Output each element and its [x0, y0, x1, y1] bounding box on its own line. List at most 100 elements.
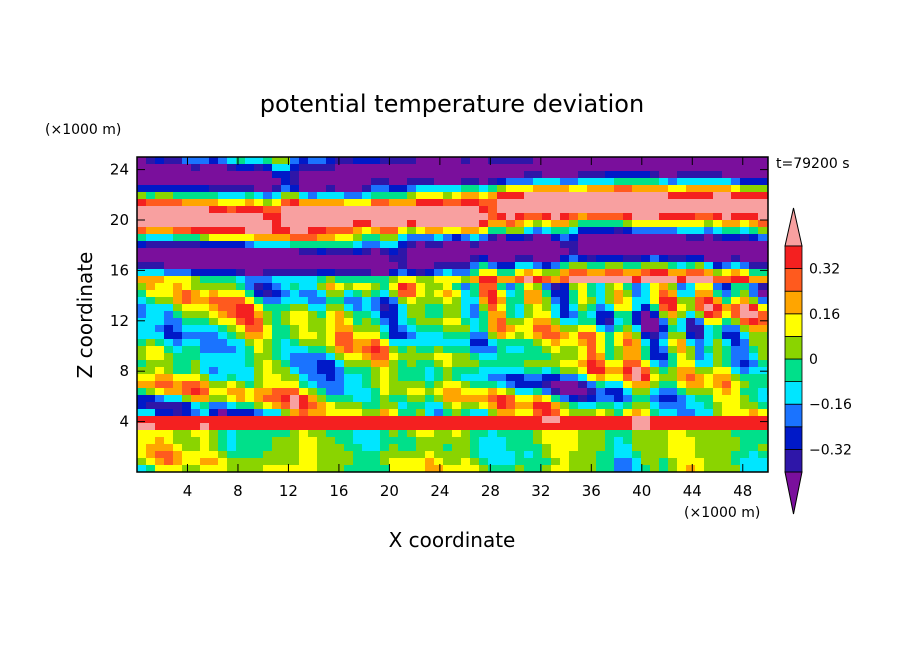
heatmap-cell [398, 374, 408, 382]
heatmap-cell [551, 220, 561, 228]
heatmap-cell [551, 367, 561, 375]
heatmap-cell [740, 269, 750, 277]
heatmap-cell [200, 171, 210, 179]
heatmap-cell [416, 318, 426, 326]
heatmap-cell [389, 374, 399, 382]
heatmap-cell [425, 178, 435, 186]
heatmap-cell [713, 381, 723, 389]
heatmap-cell [254, 248, 264, 256]
heatmap-cell [551, 304, 561, 312]
heatmap-cell [299, 367, 309, 375]
heatmap-cell [704, 269, 714, 277]
heatmap-cell [659, 395, 669, 403]
heatmap-cell [623, 206, 633, 214]
heatmap-cell [641, 269, 651, 277]
heatmap-cell [569, 192, 579, 200]
heatmap-cell [155, 346, 165, 354]
heatmap-cell [659, 171, 669, 179]
heatmap-cell [362, 269, 372, 277]
heatmap-cell [407, 451, 417, 459]
heatmap-cell [668, 437, 678, 445]
heatmap-cell [209, 157, 219, 165]
heatmap-cell [605, 234, 615, 242]
heatmap-cell [497, 164, 507, 172]
colorbar-band [784, 403, 803, 428]
heatmap-cell [542, 185, 552, 193]
heatmap-cell [551, 199, 561, 207]
heatmap-cell [425, 451, 435, 459]
heatmap-cell [740, 192, 750, 200]
heatmap-cell [353, 157, 363, 165]
heatmap-cell [245, 283, 255, 291]
heatmap-cell [155, 171, 165, 179]
heatmap-cell [488, 416, 498, 424]
heatmap-cell [164, 178, 174, 186]
heatmap-cell [470, 192, 480, 200]
heatmap-cell [308, 290, 318, 298]
heatmap-cell [362, 276, 372, 284]
heatmap-cell [740, 178, 750, 186]
heatmap-cell [182, 395, 192, 403]
heatmap-cell [245, 269, 255, 277]
heatmap-cell [569, 283, 579, 291]
heatmap-cell [173, 360, 183, 368]
heatmap-cell [461, 192, 471, 200]
heatmap-cell [425, 213, 435, 221]
heatmap-cell [254, 157, 264, 165]
heatmap-cell [497, 374, 507, 382]
heatmap-cell [524, 297, 534, 305]
heatmap-cell [218, 339, 228, 347]
heatmap-cell [389, 283, 399, 291]
heatmap-cell [749, 234, 759, 242]
heatmap-cell [542, 283, 552, 291]
heatmap-cell [551, 283, 561, 291]
heatmap-cell [317, 297, 327, 305]
heatmap-cell [281, 430, 291, 438]
heatmap-cell [416, 220, 426, 228]
heatmap-cell [218, 451, 228, 459]
heatmap-cell [389, 171, 399, 179]
heatmap-cell [668, 227, 678, 235]
heatmap-cell [191, 409, 201, 417]
heatmap-cell [641, 255, 651, 263]
heatmap-cell [641, 402, 651, 410]
heatmap-cell [407, 409, 417, 417]
heatmap-cell [317, 164, 327, 172]
heatmap-cell [389, 360, 399, 368]
heatmap-cell [488, 395, 498, 403]
heatmap-cell [299, 402, 309, 410]
heatmap-cell [461, 171, 471, 179]
heatmap-cell [317, 276, 327, 284]
heatmap-cell [353, 353, 363, 361]
heatmap-cell [416, 213, 426, 221]
heatmap-cell [353, 311, 363, 319]
heatmap-cell [659, 353, 669, 361]
heatmap-cell [677, 458, 687, 466]
heatmap-cell [497, 325, 507, 333]
heatmap-cell [659, 360, 669, 368]
heatmap-cell [632, 234, 642, 242]
heatmap-cell [533, 416, 543, 424]
heatmap-cell [452, 346, 462, 354]
heatmap-cell [416, 234, 426, 242]
heatmap-cell [371, 332, 381, 340]
heatmap-cell [542, 325, 552, 333]
heatmap-cell [380, 430, 390, 438]
heatmap-cell [191, 185, 201, 193]
heatmap-cell [668, 297, 678, 305]
heatmap-cell [434, 262, 444, 270]
heatmap-cell [245, 325, 255, 333]
heatmap-cell [488, 269, 498, 277]
heatmap-cell [731, 332, 741, 340]
heatmap-cell [524, 430, 534, 438]
heatmap-cell [614, 199, 624, 207]
heatmap-cell [380, 199, 390, 207]
heatmap-cell [488, 283, 498, 291]
heatmap-cell [488, 192, 498, 200]
heatmap-cell [677, 346, 687, 354]
heatmap-cell [632, 318, 642, 326]
heatmap-cell [389, 388, 399, 396]
heatmap-cell [614, 304, 624, 312]
heatmap-cell [371, 353, 381, 361]
heatmap-cell [380, 339, 390, 347]
